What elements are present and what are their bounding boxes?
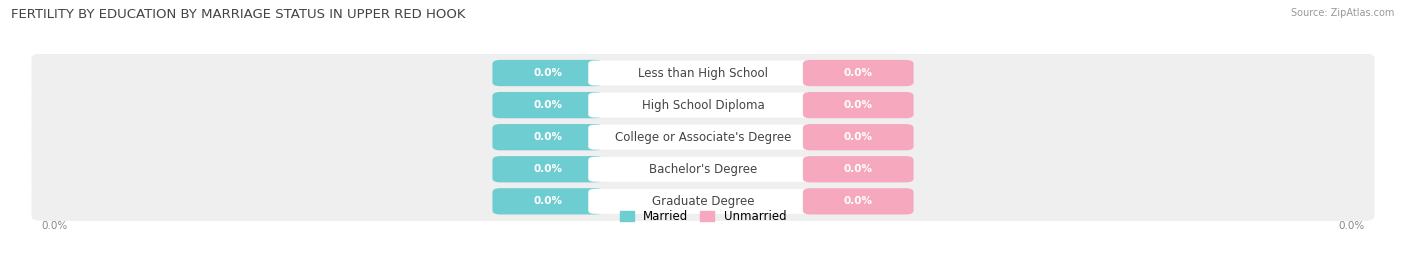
FancyBboxPatch shape xyxy=(31,86,1375,125)
FancyBboxPatch shape xyxy=(588,93,818,118)
Text: 0.0%: 0.0% xyxy=(533,100,562,110)
FancyBboxPatch shape xyxy=(492,60,603,86)
Text: Source: ZipAtlas.com: Source: ZipAtlas.com xyxy=(1291,8,1395,18)
Text: 0.0%: 0.0% xyxy=(42,221,67,231)
Text: Less than High School: Less than High School xyxy=(638,66,768,80)
FancyBboxPatch shape xyxy=(803,92,914,118)
FancyBboxPatch shape xyxy=(803,188,914,214)
FancyBboxPatch shape xyxy=(31,150,1375,189)
FancyBboxPatch shape xyxy=(492,156,603,182)
Text: 0.0%: 0.0% xyxy=(844,68,873,78)
FancyBboxPatch shape xyxy=(588,125,818,150)
FancyBboxPatch shape xyxy=(803,156,914,182)
Text: Graduate Degree: Graduate Degree xyxy=(652,195,754,208)
Legend: Married, Unmarried: Married, Unmarried xyxy=(620,210,786,223)
FancyBboxPatch shape xyxy=(588,157,818,182)
FancyBboxPatch shape xyxy=(588,61,818,86)
Text: 0.0%: 0.0% xyxy=(533,164,562,174)
FancyBboxPatch shape xyxy=(492,92,603,118)
FancyBboxPatch shape xyxy=(492,188,603,214)
FancyBboxPatch shape xyxy=(588,189,818,214)
Text: FERTILITY BY EDUCATION BY MARRIAGE STATUS IN UPPER RED HOOK: FERTILITY BY EDUCATION BY MARRIAGE STATU… xyxy=(11,8,465,21)
Text: High School Diploma: High School Diploma xyxy=(641,99,765,112)
FancyBboxPatch shape xyxy=(31,54,1375,93)
Text: 0.0%: 0.0% xyxy=(533,68,562,78)
Text: Bachelor's Degree: Bachelor's Degree xyxy=(650,163,756,176)
Text: 0.0%: 0.0% xyxy=(844,132,873,142)
Text: 0.0%: 0.0% xyxy=(844,196,873,206)
Text: 0.0%: 0.0% xyxy=(533,196,562,206)
Text: 0.0%: 0.0% xyxy=(844,100,873,110)
FancyBboxPatch shape xyxy=(803,124,914,150)
FancyBboxPatch shape xyxy=(803,60,914,86)
FancyBboxPatch shape xyxy=(31,118,1375,157)
Text: 0.0%: 0.0% xyxy=(844,164,873,174)
FancyBboxPatch shape xyxy=(492,124,603,150)
Text: College or Associate's Degree: College or Associate's Degree xyxy=(614,131,792,144)
Text: 0.0%: 0.0% xyxy=(533,132,562,142)
FancyBboxPatch shape xyxy=(31,182,1375,221)
Text: 0.0%: 0.0% xyxy=(1339,221,1364,231)
